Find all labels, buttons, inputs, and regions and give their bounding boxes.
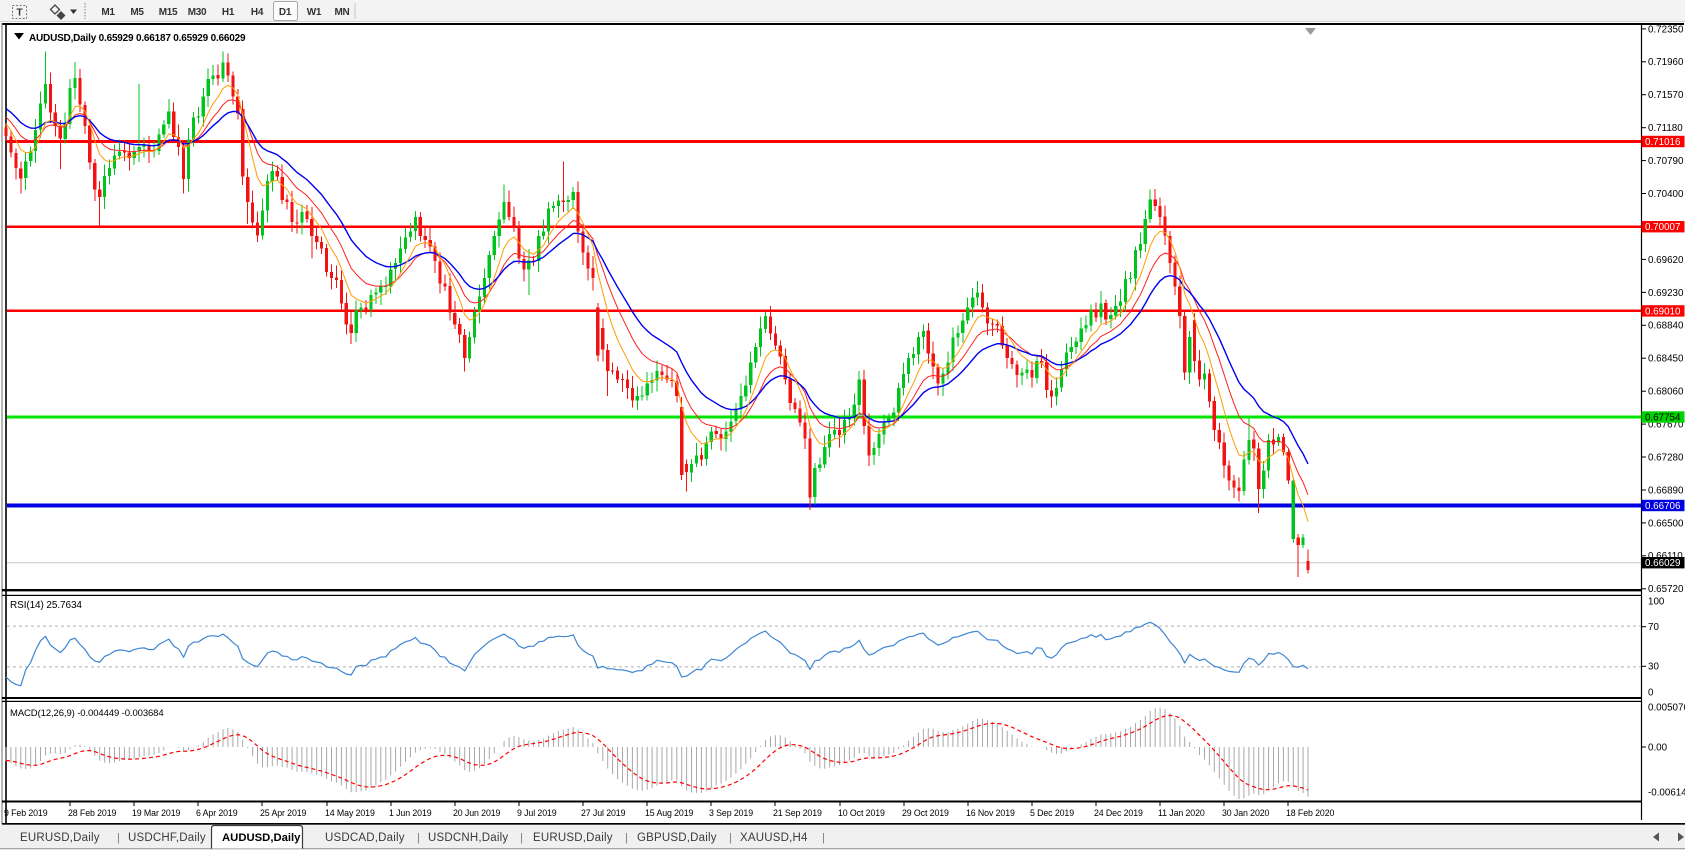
svg-text:AUDUSD,Daily: AUDUSD,Daily <box>222 832 301 844</box>
svg-text:0.69010: 0.69010 <box>1645 306 1681 317</box>
svg-text:0: 0 <box>1648 687 1654 698</box>
svg-text:28 Feb 2019: 28 Feb 2019 <box>68 808 117 818</box>
svg-text:XAUUSD,H4: XAUUSD,H4 <box>740 832 808 844</box>
svg-text:29 Oct 2019: 29 Oct 2019 <box>902 808 949 818</box>
svg-text:USDCHF,Daily: USDCHF,Daily <box>128 832 206 844</box>
svg-text:MN: MN <box>335 7 350 18</box>
svg-text:21 Sep 2019: 21 Sep 2019 <box>773 808 822 818</box>
svg-text:W1: W1 <box>307 7 322 18</box>
svg-text:USDCNH,Daily: USDCNH,Daily <box>428 832 508 844</box>
svg-text:25 Apr 2019: 25 Apr 2019 <box>260 808 307 818</box>
svg-text:0.66500: 0.66500 <box>1648 518 1684 529</box>
svg-text:0.68450: 0.68450 <box>1648 354 1684 365</box>
svg-text:0.71180: 0.71180 <box>1648 123 1683 134</box>
svg-text:|: | <box>520 832 523 844</box>
svg-text:0.66110: 0.66110 <box>1648 551 1683 562</box>
svg-text:15 Aug 2019: 15 Aug 2019 <box>645 808 694 818</box>
svg-text:|: | <box>625 832 628 844</box>
svg-text:0.67754: 0.67754 <box>1645 412 1681 423</box>
svg-text:20 Jun 2019: 20 Jun 2019 <box>453 808 501 818</box>
svg-text:EURUSD,Daily: EURUSD,Daily <box>533 832 613 844</box>
svg-text:|: | <box>417 832 420 844</box>
svg-text:0.66890: 0.66890 <box>1648 485 1684 496</box>
svg-text:0.72350: 0.72350 <box>1648 24 1684 35</box>
svg-text:0.69230: 0.69230 <box>1648 288 1684 299</box>
svg-text:GBPUSD,Daily: GBPUSD,Daily <box>637 832 717 844</box>
svg-text:3 Sep 2019: 3 Sep 2019 <box>709 808 753 818</box>
svg-text:100: 100 <box>1648 596 1665 607</box>
svg-text:D1: D1 <box>279 7 292 18</box>
svg-text:10 Oct 2019: 10 Oct 2019 <box>838 808 885 818</box>
svg-text:24 Dec 2019: 24 Dec 2019 <box>1094 808 1143 818</box>
svg-text:0.69620: 0.69620 <box>1648 255 1684 266</box>
svg-text:EURUSD,Daily: EURUSD,Daily <box>20 832 100 844</box>
svg-text:M30: M30 <box>188 7 207 18</box>
svg-text:11 Jan 2020: 11 Jan 2020 <box>1158 808 1205 818</box>
svg-text:0.70400: 0.70400 <box>1648 189 1684 200</box>
svg-text:MACD(12,26,9) -0.004449 -0.003: MACD(12,26,9) -0.004449 -0.003684 <box>10 708 164 719</box>
svg-text:0.68060: 0.68060 <box>1648 387 1684 398</box>
svg-text:6 Apr 2019: 6 Apr 2019 <box>196 808 238 818</box>
svg-text:H1: H1 <box>222 7 235 18</box>
svg-text:USDCAD,Daily: USDCAD,Daily <box>325 832 405 844</box>
svg-text:0.70007: 0.70007 <box>1645 222 1680 233</box>
svg-text:0.00: 0.00 <box>1648 742 1668 753</box>
svg-text:9 Jul 2019: 9 Jul 2019 <box>517 808 557 818</box>
svg-text:H4: H4 <box>251 7 264 18</box>
svg-text:|: | <box>117 832 120 844</box>
svg-text:M5: M5 <box>130 7 144 18</box>
svg-text:0.71570: 0.71570 <box>1648 90 1684 101</box>
svg-text:1 Jun 2019: 1 Jun 2019 <box>389 808 432 818</box>
svg-text:0.67280: 0.67280 <box>1648 452 1684 463</box>
svg-text:0.71016: 0.71016 <box>1645 137 1681 148</box>
svg-text:M1: M1 <box>101 7 115 18</box>
svg-text:-0.006148: -0.006148 <box>1648 787 1685 798</box>
svg-text:RSI(14) 25.7634: RSI(14) 25.7634 <box>10 600 82 611</box>
svg-text:0.66029: 0.66029 <box>1645 558 1680 569</box>
svg-text:T: T <box>16 8 22 19</box>
svg-text:0.005076: 0.005076 <box>1648 702 1685 713</box>
svg-text:30 Jan 2020: 30 Jan 2020 <box>1222 808 1270 818</box>
svg-text:30: 30 <box>1648 662 1659 673</box>
svg-text:0.67670: 0.67670 <box>1648 420 1684 431</box>
svg-text:0.71960: 0.71960 <box>1648 57 1684 68</box>
svg-text:0.65720: 0.65720 <box>1648 584 1684 595</box>
svg-text:0.66706: 0.66706 <box>1645 501 1681 512</box>
svg-text:0.68840: 0.68840 <box>1648 321 1684 332</box>
svg-text:70: 70 <box>1648 622 1659 633</box>
svg-text:M15: M15 <box>159 7 178 18</box>
svg-text:AUDUSD,Daily 0.65929 0.66187: AUDUSD,Daily 0.65929 0.66187 0.65929 0.6… <box>29 33 246 44</box>
svg-text:16 Nov 2019: 16 Nov 2019 <box>966 808 1015 818</box>
svg-text:9 Feb 2019: 9 Feb 2019 <box>4 808 48 818</box>
svg-text:|: | <box>822 832 825 844</box>
svg-text:0.70790: 0.70790 <box>1648 156 1684 167</box>
svg-text:|: | <box>729 832 732 844</box>
svg-text:19 Mar 2019: 19 Mar 2019 <box>132 808 180 818</box>
svg-text:27 Jul 2019: 27 Jul 2019 <box>581 808 626 818</box>
svg-text:5 Dec 2019: 5 Dec 2019 <box>1030 808 1074 818</box>
svg-text:18 Feb 2020: 18 Feb 2020 <box>1286 808 1335 818</box>
svg-text:14 May 2019: 14 May 2019 <box>325 808 375 818</box>
